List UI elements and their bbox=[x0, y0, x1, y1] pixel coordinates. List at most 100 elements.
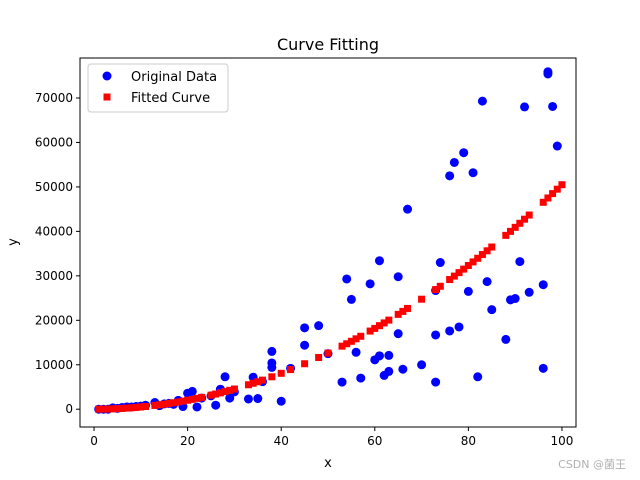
y-tick-label: 30000 bbox=[35, 269, 73, 283]
data-point-fitted bbox=[221, 388, 229, 396]
data-point-original bbox=[477, 96, 487, 106]
data-point-fitted bbox=[193, 394, 201, 402]
axes-frame bbox=[79, 57, 577, 428]
data-point-fitted bbox=[371, 324, 379, 332]
data-point-original bbox=[300, 340, 310, 350]
data-point-fitted bbox=[113, 405, 121, 413]
y-tick-label: 60000 bbox=[35, 135, 73, 149]
legend: Original Data Fitted Curve bbox=[87, 63, 229, 113]
data-point-original bbox=[300, 323, 310, 333]
y-tick-label: 70000 bbox=[35, 91, 73, 105]
data-point-fitted bbox=[502, 231, 510, 239]
data-point-fitted bbox=[254, 378, 262, 386]
data-point-fitted bbox=[394, 310, 402, 318]
chart-title: Curve Fitting bbox=[277, 35, 379, 54]
data-point-fitted bbox=[455, 269, 463, 277]
data-point-original bbox=[342, 274, 352, 284]
y-tick-label: 10000 bbox=[35, 358, 73, 372]
data-point-original bbox=[220, 372, 230, 382]
data-point-fitted bbox=[216, 389, 224, 397]
data-point-fitted bbox=[539, 198, 547, 206]
data-point-fitted bbox=[553, 185, 561, 193]
data-point-fitted bbox=[249, 379, 257, 387]
data-point-fitted bbox=[544, 194, 552, 202]
data-point-original bbox=[346, 294, 356, 304]
data-point-original bbox=[365, 279, 375, 289]
data-point-fitted bbox=[95, 405, 103, 413]
data-point-original bbox=[276, 396, 286, 406]
data-point-fitted bbox=[357, 332, 365, 340]
data-point-fitted bbox=[184, 396, 192, 404]
data-point-fitted bbox=[244, 381, 252, 389]
data-point-fitted bbox=[469, 258, 477, 266]
data-point-fitted bbox=[343, 340, 351, 348]
data-point-fitted bbox=[151, 401, 159, 409]
data-point-original bbox=[211, 400, 221, 410]
data-point-fitted bbox=[432, 286, 440, 294]
data-point-original bbox=[431, 330, 441, 340]
legend-marker-original bbox=[102, 71, 112, 81]
data-point-fitted bbox=[436, 282, 444, 290]
x-axis-label: x bbox=[324, 456, 332, 471]
data-point-fitted bbox=[226, 386, 234, 394]
data-point-fitted bbox=[375, 322, 383, 330]
data-point-fitted bbox=[474, 254, 482, 262]
y-tick-label: 0 bbox=[65, 402, 73, 416]
data-point-fitted bbox=[170, 399, 178, 407]
data-point-fitted bbox=[404, 304, 412, 312]
y-tick-label: 40000 bbox=[35, 224, 73, 238]
data-point-fitted bbox=[258, 376, 266, 384]
y-tick-label: 20000 bbox=[35, 313, 73, 327]
data-point-fitted bbox=[478, 251, 486, 259]
data-point-original bbox=[538, 363, 548, 373]
data-point-original bbox=[445, 171, 455, 181]
data-point-original bbox=[524, 287, 534, 297]
data-point-fitted bbox=[142, 403, 150, 411]
legend-label-fitted: Fitted Curve bbox=[131, 91, 210, 106]
data-point-fitted bbox=[118, 404, 126, 412]
data-point-original bbox=[267, 346, 277, 356]
y-tick-label: 50000 bbox=[35, 180, 73, 194]
x-tick-label: 60 bbox=[367, 434, 382, 448]
data-point-fitted bbox=[277, 369, 285, 377]
data-point-original bbox=[449, 157, 459, 167]
data-point-fitted bbox=[511, 223, 519, 231]
data-point-original bbox=[473, 372, 483, 382]
data-point-original bbox=[538, 280, 548, 290]
data-point-fitted bbox=[188, 395, 196, 403]
data-point-original bbox=[510, 294, 520, 304]
data-point-fitted bbox=[380, 319, 388, 327]
data-point-original bbox=[393, 272, 403, 282]
data-point-fitted bbox=[99, 405, 107, 413]
data-point-fitted bbox=[352, 335, 360, 343]
data-point-original bbox=[356, 373, 366, 383]
x-axis: 0 20 40 60 80 100 bbox=[90, 427, 573, 448]
data-point-original bbox=[487, 305, 497, 315]
data-point-fitted bbox=[385, 316, 393, 324]
data-point-fitted bbox=[525, 211, 533, 219]
data-point-fitted bbox=[558, 181, 566, 189]
data-point-fitted bbox=[179, 397, 187, 405]
data-point-fitted bbox=[212, 390, 220, 398]
data-point-original bbox=[384, 366, 394, 376]
data-point-original bbox=[445, 326, 455, 336]
data-point-fitted bbox=[347, 337, 355, 345]
x-tick-label: 40 bbox=[274, 434, 289, 448]
data-point-fitted bbox=[174, 398, 182, 406]
data-point-fitted bbox=[160, 400, 168, 408]
data-point-original bbox=[225, 393, 235, 403]
legend-marker-fitted bbox=[103, 93, 111, 101]
data-point-fitted bbox=[315, 353, 323, 361]
data-point-fitted bbox=[483, 247, 491, 255]
data-point-fitted bbox=[198, 393, 206, 401]
data-point-fitted bbox=[446, 276, 454, 284]
data-point-fitted bbox=[418, 295, 426, 303]
data-point-fitted bbox=[460, 265, 468, 273]
data-point-fitted bbox=[207, 391, 215, 399]
x-tick-label: 80 bbox=[461, 434, 476, 448]
data-point-original bbox=[552, 141, 562, 151]
data-point-fitted bbox=[399, 307, 407, 315]
data-point-original bbox=[351, 347, 361, 357]
data-point-fitted bbox=[109, 405, 117, 413]
